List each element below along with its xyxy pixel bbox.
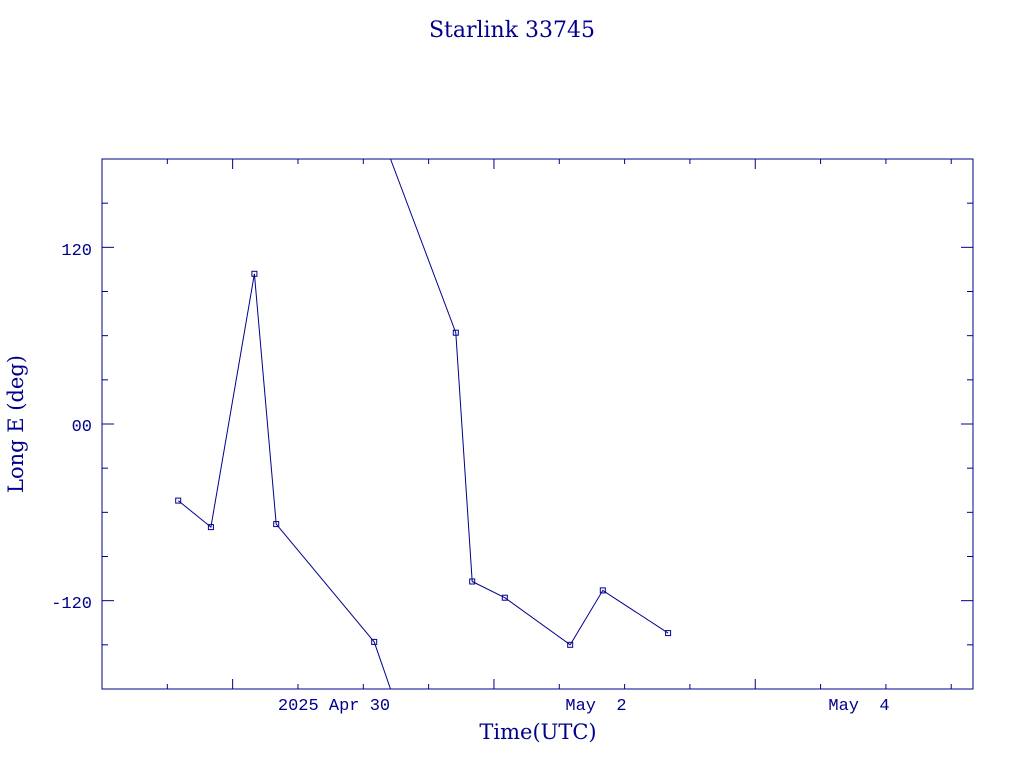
y-axis-ticks — [102, 202, 973, 646]
plot-frame — [101, 158, 974, 690]
y-tick-label: -120 — [51, 595, 92, 614]
data-point — [251, 270, 258, 277]
y-tick-label: 00 — [72, 418, 92, 437]
series-line-2 — [390, 158, 669, 646]
data-point — [207, 524, 214, 531]
x-tick-label: 2025 Apr 30 — [278, 697, 390, 716]
data-point — [273, 521, 280, 528]
data-point — [452, 329, 459, 336]
data-point — [567, 641, 574, 648]
y-tick-label: 120 — [61, 242, 92, 261]
x-tick-label: May 2 — [565, 697, 626, 716]
data-point — [599, 587, 606, 594]
data-point — [501, 594, 508, 601]
series-line-1 — [177, 273, 391, 690]
data-point — [469, 578, 476, 585]
data-point — [371, 638, 378, 645]
y-axis-label: Long E (deg) — [4, 355, 28, 493]
x-tick-label: May 4 — [828, 697, 889, 716]
x-axis-ticks — [166, 159, 952, 689]
series-layer — [175, 158, 672, 690]
data-point — [175, 497, 182, 504]
data-point — [665, 630, 672, 637]
x-axis-label: Time(UTC) — [479, 720, 596, 744]
chart-title: Starlink 33745 — [429, 18, 595, 43]
